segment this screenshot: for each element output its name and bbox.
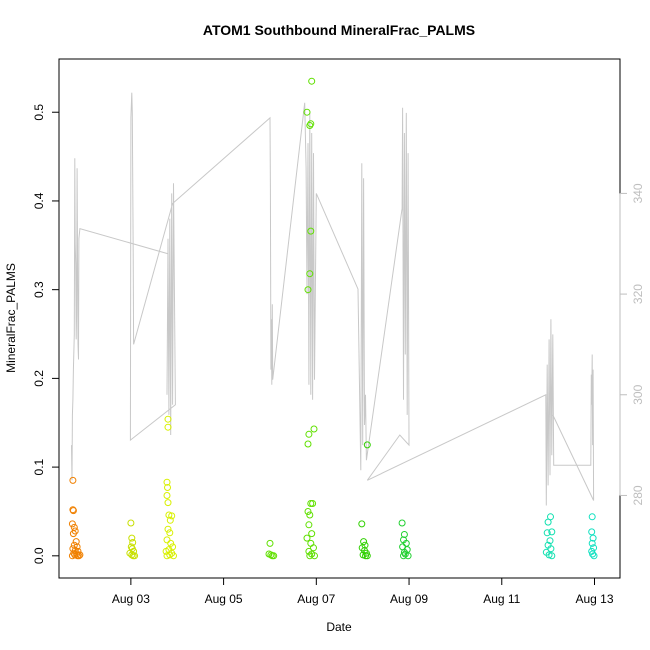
y-tick-label: 0.0	[32, 547, 46, 564]
data-point	[309, 500, 317, 507]
data-point	[167, 539, 175, 547]
data-point	[270, 552, 278, 560]
data-point	[543, 529, 551, 537]
data-point	[311, 552, 318, 560]
data-point	[404, 552, 412, 560]
data-point	[547, 545, 555, 553]
data-point	[548, 528, 556, 536]
data-point	[166, 551, 174, 559]
data-point	[166, 529, 174, 537]
y-axis-right: 280 300 320 340	[619, 183, 645, 505]
data-point	[266, 539, 274, 547]
data-point	[130, 547, 138, 555]
secondary-trace-line	[71, 92, 595, 506]
data-point	[128, 551, 136, 559]
data-point	[548, 552, 556, 560]
x-tick-label: Aug 05	[205, 592, 243, 606]
chart-title: ATOM1 Southbound MineralFrac_PALMS	[203, 22, 475, 38]
data-point	[588, 513, 596, 521]
y-axis-left: 0.0 0.1 0.2 0.3 0.4 0.5	[32, 104, 60, 564]
data-point	[128, 534, 136, 542]
data-point	[305, 430, 313, 438]
data-point	[589, 550, 597, 558]
y-axis-label: MineralFrac_PALMS	[4, 263, 18, 373]
plot-frame	[58, 58, 621, 579]
data-point	[306, 511, 314, 519]
data-point	[303, 534, 311, 542]
data-point	[546, 537, 554, 545]
data-point	[131, 552, 139, 560]
data-point	[163, 492, 171, 499]
data-point	[163, 552, 171, 560]
x-tick-label: Aug 11	[483, 592, 520, 606]
data-point	[164, 484, 171, 491]
data-point	[69, 507, 77, 515]
x-axis: Aug 03 Aug 05 Aug 07 Aug 09 Aug 11 Aug 13	[112, 577, 614, 606]
data-point	[306, 270, 314, 278]
data-point	[164, 423, 172, 431]
y2-tick-label: 280	[631, 485, 645, 505]
data-point	[363, 441, 371, 449]
data-point	[307, 120, 315, 128]
data-point	[308, 530, 316, 538]
data-point	[168, 512, 176, 520]
data-point	[544, 518, 552, 526]
data-point	[73, 543, 81, 551]
y2-tick-label: 320	[631, 284, 645, 304]
data-point	[363, 552, 371, 560]
data-point	[164, 499, 172, 507]
x-tick-label: Aug 09	[390, 592, 428, 606]
data-point	[307, 539, 315, 547]
y-tick-label: 0.4	[32, 192, 46, 209]
data-point	[163, 478, 171, 486]
data-point	[305, 521, 313, 529]
data-point	[398, 519, 406, 527]
data-point	[166, 516, 174, 524]
data-point	[360, 538, 368, 546]
x-tick-label: Aug 07	[297, 592, 335, 606]
data-point	[306, 122, 314, 129]
data-point	[76, 551, 84, 559]
data-point	[304, 286, 312, 294]
data-point	[303, 108, 311, 116]
data-point	[68, 552, 76, 560]
data-point	[69, 476, 77, 484]
data-point	[304, 440, 312, 448]
data-point	[71, 527, 79, 535]
y2-tick-label: 300	[631, 384, 645, 404]
y-tick-label: 0.1	[32, 458, 46, 475]
data-point	[308, 77, 316, 85]
secondary-trace-layer	[71, 92, 595, 506]
points-layer	[68, 77, 598, 560]
data-point	[267, 551, 275, 559]
data-point	[588, 539, 596, 547]
y-tick-label: 0.2	[32, 370, 46, 387]
data-point	[306, 552, 314, 560]
y-tick-label: 0.5	[32, 104, 46, 121]
data-point	[310, 425, 318, 433]
data-point	[358, 520, 366, 528]
data-point	[164, 525, 172, 533]
data-point	[72, 538, 80, 546]
data-point	[310, 544, 317, 552]
y2-tick-label: 340	[631, 183, 645, 203]
x-tick-label: Aug 03	[112, 592, 150, 606]
data-point	[163, 536, 171, 544]
data-point	[590, 552, 598, 560]
data-point	[68, 520, 76, 528]
data-point	[127, 519, 135, 527]
data-point	[307, 227, 315, 235]
y-tick-label: 0.3	[32, 281, 46, 298]
x-tick-label: Aug 13	[575, 592, 613, 606]
data-point	[400, 552, 407, 560]
x-axis-label: Date	[326, 620, 352, 634]
data-point	[164, 415, 172, 423]
data-point	[304, 508, 312, 515]
data-point	[589, 534, 597, 542]
data-point	[588, 528, 596, 536]
